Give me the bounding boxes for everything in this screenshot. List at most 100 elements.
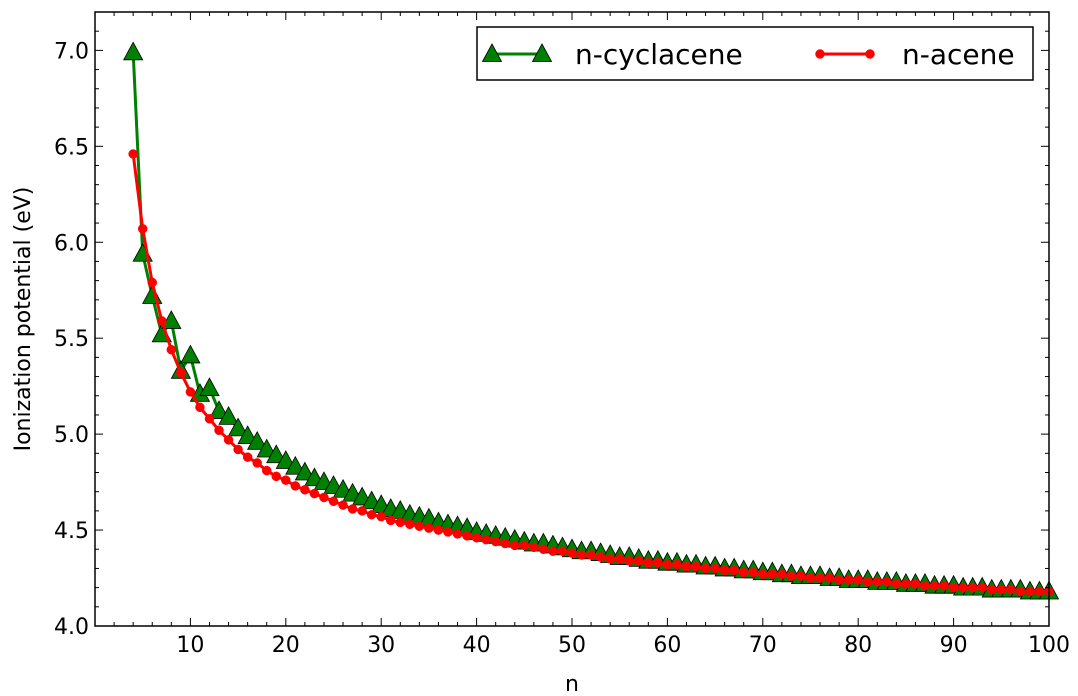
data-point [490, 536, 501, 547]
data-point [672, 559, 682, 570]
data-point [122, 41, 144, 61]
data-point [510, 540, 520, 551]
data-point [233, 444, 243, 455]
plot-area [122, 41, 1060, 600]
data-point [529, 542, 539, 553]
data-point [567, 548, 577, 558]
data-point [294, 461, 316, 481]
data-point [395, 517, 406, 528]
data-point [137, 224, 148, 234]
series-n-cyclacene [122, 41, 1060, 600]
data-point [948, 582, 959, 593]
data-point [967, 582, 978, 593]
legend-box [476, 26, 1034, 81]
data-point [891, 579, 902, 589]
data-point [252, 458, 262, 468]
data-point [256, 438, 277, 458]
data-point [405, 519, 415, 530]
data-point [719, 565, 730, 576]
y-tick-label: 4.0 [54, 615, 89, 640]
data-point [977, 582, 987, 593]
x-tick-label: 60 [653, 633, 681, 658]
data-point [634, 556, 644, 566]
data-point [128, 149, 138, 159]
data-point [1006, 584, 1016, 595]
x-axis-label: n [565, 672, 579, 696]
data-point [319, 492, 329, 503]
data-point [266, 444, 287, 464]
data-point [691, 561, 701, 572]
data-point [987, 584, 997, 595]
data-point [815, 573, 825, 583]
x-tick-label: 10 [176, 633, 204, 658]
data-point [157, 316, 167, 326]
legend-marker [815, 49, 825, 59]
data-point [843, 575, 854, 585]
data-point [748, 567, 759, 578]
data-point [538, 544, 549, 554]
data-point [653, 557, 663, 568]
data-point [462, 531, 472, 541]
data-point [700, 563, 711, 574]
data-point [557, 546, 568, 556]
x-tick-label: 30 [367, 633, 395, 658]
y-tick-label: 6.5 [54, 135, 89, 160]
data-point [643, 557, 654, 568]
data-point [185, 387, 196, 397]
data-point [357, 506, 367, 516]
y-tick-label: 4.5 [54, 519, 89, 544]
legend-marker [531, 43, 553, 62]
data-point [199, 377, 220, 396]
data-point [166, 344, 177, 355]
y-tick-label: 6.0 [54, 231, 89, 256]
data-point [414, 521, 425, 531]
data-point [300, 485, 310, 495]
data-point [385, 515, 396, 526]
data-point [805, 573, 816, 583]
data-point [195, 402, 205, 413]
data-point [862, 577, 873, 587]
data-point [285, 455, 306, 475]
x-tick-label: 70 [749, 633, 777, 658]
data-point [758, 569, 768, 579]
data-point [366, 509, 377, 520]
data-point [147, 277, 157, 288]
data-point [281, 475, 291, 485]
data-point [481, 534, 491, 545]
data-point [242, 452, 253, 462]
series-line [131, 52, 1049, 593]
data-point [595, 552, 606, 562]
y-tick-label: 5.0 [54, 423, 89, 448]
x-tick-label: 90 [940, 633, 968, 658]
data-point [777, 569, 787, 579]
legend-label: n-cyclacene [575, 38, 743, 71]
data-point [681, 561, 692, 572]
data-point [882, 577, 892, 587]
y-tick-label: 7.0 [54, 39, 89, 64]
data-point [1034, 586, 1045, 597]
data-point [576, 550, 587, 560]
plot-frame [94, 11, 1050, 627]
data-point [519, 540, 530, 551]
data-point [939, 580, 949, 591]
series-group [122, 41, 1060, 600]
data-point [309, 488, 320, 499]
data-point [920, 580, 930, 591]
data-point [929, 580, 940, 591]
data-point [452, 529, 463, 539]
data-point [176, 367, 186, 378]
data-point [786, 571, 797, 581]
data-point [796, 571, 806, 581]
data-point [958, 582, 968, 593]
data-point [161, 310, 182, 329]
data-point [338, 500, 348, 510]
data-point [261, 465, 272, 476]
data-point [824, 573, 835, 583]
data-point [548, 546, 558, 556]
data-point [605, 554, 615, 564]
y-tick-label: 5.5 [54, 327, 89, 352]
data-point [853, 575, 863, 585]
data-point [872, 577, 883, 587]
data-point [624, 556, 634, 566]
